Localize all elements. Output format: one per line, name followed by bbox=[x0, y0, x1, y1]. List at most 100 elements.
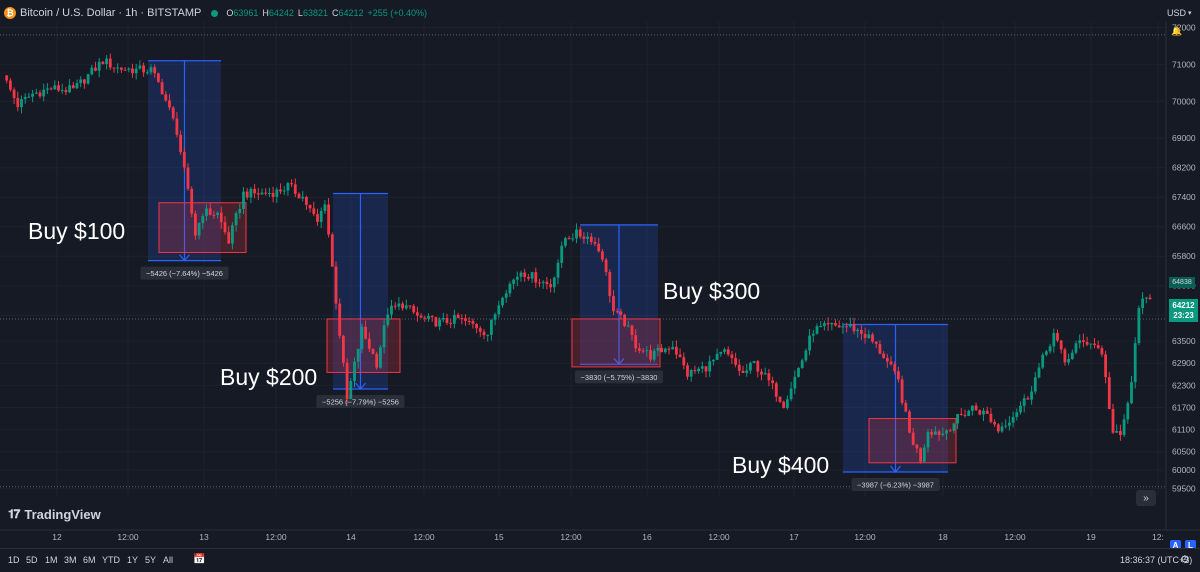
x-tick-label: 12: bbox=[1152, 532, 1164, 542]
timeframe-all[interactable]: All bbox=[163, 555, 174, 565]
candle-body bbox=[848, 323, 852, 327]
x-tick-label: 12:00 bbox=[708, 532, 730, 542]
candle-body bbox=[504, 293, 508, 298]
candle-body bbox=[667, 348, 671, 350]
candle-body bbox=[404, 305, 408, 309]
timeframe-3m[interactable]: 3M bbox=[64, 555, 77, 565]
candle-body bbox=[1008, 422, 1011, 426]
y-tick-label: 62900 bbox=[1172, 358, 1196, 368]
candle-body bbox=[482, 331, 486, 336]
candle-body bbox=[552, 277, 556, 288]
candle-body bbox=[723, 349, 726, 352]
candle-body bbox=[996, 424, 1000, 432]
candle-body bbox=[108, 58, 112, 68]
candle-body bbox=[749, 362, 752, 371]
alert-bell-icon[interactable]: 🔔 bbox=[1171, 26, 1183, 36]
timeframe-5d[interactable]: 5D bbox=[26, 555, 38, 565]
candle-body bbox=[767, 373, 771, 381]
candle-body bbox=[689, 370, 693, 377]
candle-body bbox=[826, 323, 830, 325]
candle-body bbox=[486, 334, 490, 336]
ohlc-close-key: C bbox=[331, 8, 339, 18]
clock-readout[interactable]: 18:36:37 (UTC+3) bbox=[1120, 555, 1193, 565]
candle-body bbox=[319, 210, 323, 222]
candle-body bbox=[1078, 340, 1082, 344]
candle-body bbox=[904, 402, 908, 412]
candle-body bbox=[671, 346, 675, 350]
candle-body bbox=[741, 370, 745, 373]
timeframe-6m[interactable]: 6M bbox=[83, 555, 96, 565]
candle-body bbox=[867, 334, 871, 338]
candle-body bbox=[464, 318, 467, 321]
ohlc-open-key: O bbox=[226, 8, 234, 18]
log-scale-button[interactable]: L bbox=[1185, 540, 1196, 551]
candle-body bbox=[1104, 354, 1107, 378]
candle-body bbox=[697, 368, 700, 372]
y-tick-label: 62300 bbox=[1172, 380, 1196, 390]
auto-scale-button[interactable]: A bbox=[1170, 540, 1181, 551]
candle-body bbox=[242, 191, 245, 209]
candle-body bbox=[160, 82, 164, 95]
timeframe-ytd[interactable]: YTD bbox=[102, 555, 120, 565]
x-tick-label: 12:00 bbox=[265, 532, 287, 542]
candle-body bbox=[626, 325, 630, 327]
scroll-to-realtime-button[interactable]: » bbox=[1136, 490, 1156, 506]
symbol-title[interactable]: Bitcoin / U.S. Dollar · 1h · BITSTAMP bbox=[20, 7, 202, 19]
candle-body bbox=[64, 90, 68, 93]
candle-body bbox=[219, 212, 223, 223]
candle-body bbox=[1026, 398, 1030, 400]
measure-arrow-head bbox=[613, 357, 625, 366]
candle-body bbox=[297, 193, 301, 199]
timeframe-1y[interactable]: 1Y bbox=[127, 555, 139, 565]
candle-body bbox=[693, 370, 697, 372]
secondary-price-tag: 64838 bbox=[1169, 277, 1195, 288]
candle-body bbox=[789, 388, 793, 400]
candle-body bbox=[397, 303, 401, 307]
candle-body bbox=[1144, 297, 1148, 299]
timeframe-5y[interactable]: 5Y bbox=[145, 555, 157, 565]
measure-label-bg bbox=[851, 478, 940, 492]
candle-body bbox=[312, 208, 316, 215]
candle-body bbox=[974, 405, 978, 411]
tradingview-logo[interactable]: 𝟏𝟕 TradingView bbox=[8, 507, 101, 522]
candle-body bbox=[556, 262, 560, 278]
candle-body bbox=[216, 212, 219, 215]
measure-arrow-head bbox=[355, 382, 366, 390]
candle-body bbox=[330, 234, 334, 267]
x-tick-label: 12:00 bbox=[413, 532, 435, 542]
candle-body bbox=[490, 319, 493, 335]
candle-body bbox=[138, 65, 142, 69]
gear-icon[interactable]: ⚙ bbox=[1180, 554, 1190, 566]
candle-body bbox=[737, 364, 741, 371]
candle-body bbox=[190, 188, 194, 214]
candle-body bbox=[782, 401, 786, 408]
bottom-toolbar: 1D 5D 1M 3M 6M YTD 1Y 5Y All 📅 18:36:37 … bbox=[0, 548, 1200, 572]
candle-body bbox=[811, 333, 815, 336]
price-chart[interactable]: 72000 71000 70000 69000 68200 67400 66600 65800… bbox=[0, 0, 1200, 548]
candle-body bbox=[460, 318, 464, 320]
candle-body bbox=[171, 107, 175, 119]
candle-body bbox=[937, 431, 941, 436]
candle-body bbox=[60, 90, 64, 92]
candle-body bbox=[342, 335, 345, 363]
candle-body bbox=[612, 296, 615, 312]
candle-body bbox=[793, 376, 797, 389]
candle-body bbox=[922, 447, 926, 462]
candle-body bbox=[1067, 359, 1070, 363]
candle-body bbox=[515, 276, 519, 280]
candle-body bbox=[786, 399, 789, 408]
candle-body bbox=[982, 410, 985, 415]
candle-body bbox=[797, 367, 800, 377]
x-tick-label: 12:00 bbox=[854, 532, 876, 542]
candle-body bbox=[223, 222, 227, 233]
timeframe-1m[interactable]: 1M bbox=[45, 555, 58, 565]
timeframe-1d[interactable]: 1D bbox=[8, 555, 20, 565]
candle-body bbox=[208, 208, 212, 215]
y-tick-label: 70000 bbox=[1172, 96, 1196, 106]
candle-body bbox=[23, 97, 27, 100]
currency-select[interactable]: USD ▾ bbox=[1167, 6, 1195, 20]
calendar-icon[interactable]: 📅 bbox=[193, 554, 206, 565]
measure-arrow-head bbox=[890, 465, 901, 473]
candle-body bbox=[530, 272, 534, 279]
candle-body bbox=[120, 67, 123, 70]
